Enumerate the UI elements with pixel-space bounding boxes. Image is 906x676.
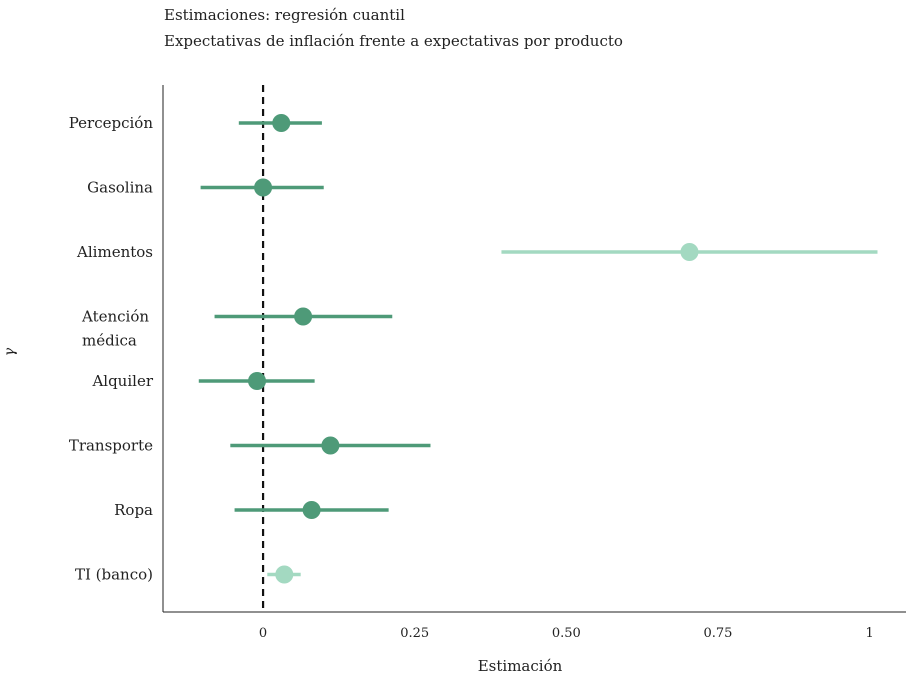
x-axis-label: Estimación xyxy=(478,657,563,675)
x-tick-label: 0.75 xyxy=(703,626,732,641)
estimate-point xyxy=(302,501,321,519)
estimate-point xyxy=(254,178,273,197)
estimate-point xyxy=(321,436,340,455)
y-tick-label: Percepción xyxy=(69,114,154,132)
y-tick-label: Alquiler xyxy=(91,372,153,390)
estimate-point xyxy=(680,243,699,261)
x-tick-label: 0 xyxy=(259,626,267,641)
y-tick-label: Atención xyxy=(81,308,149,326)
estimate-point xyxy=(294,307,313,326)
y-tick-label: Gasolina xyxy=(87,179,153,197)
y-tick-labels: Percepción Gasolina Alimentos Atención médic… xyxy=(69,114,154,584)
marks xyxy=(198,114,878,584)
x-tick-label: 1 xyxy=(865,626,873,641)
estimate-point xyxy=(272,114,291,132)
y-tick-label: TI (banco) xyxy=(75,566,153,584)
y-tick-label: Transporte xyxy=(69,437,153,455)
chart-title: Estimaciones: regresión cuantil xyxy=(164,6,405,24)
y-tick-label: Ropa xyxy=(114,501,153,519)
estimate-point xyxy=(275,565,294,584)
x-tick-label: 0.25 xyxy=(400,626,429,641)
x-tick-labels: 0 0.25 0.50 0.75 1 xyxy=(259,626,874,641)
estimate-point xyxy=(248,372,267,390)
axes xyxy=(162,85,906,613)
y-tick-label: Alimentos xyxy=(76,243,153,261)
chart-subtitle: Expectativas de inflación frente a expec… xyxy=(164,32,623,50)
x-tick-label: 0.50 xyxy=(552,626,581,641)
y-tick-label: médica xyxy=(82,332,137,350)
y-axis-label: γ xyxy=(2,347,18,356)
